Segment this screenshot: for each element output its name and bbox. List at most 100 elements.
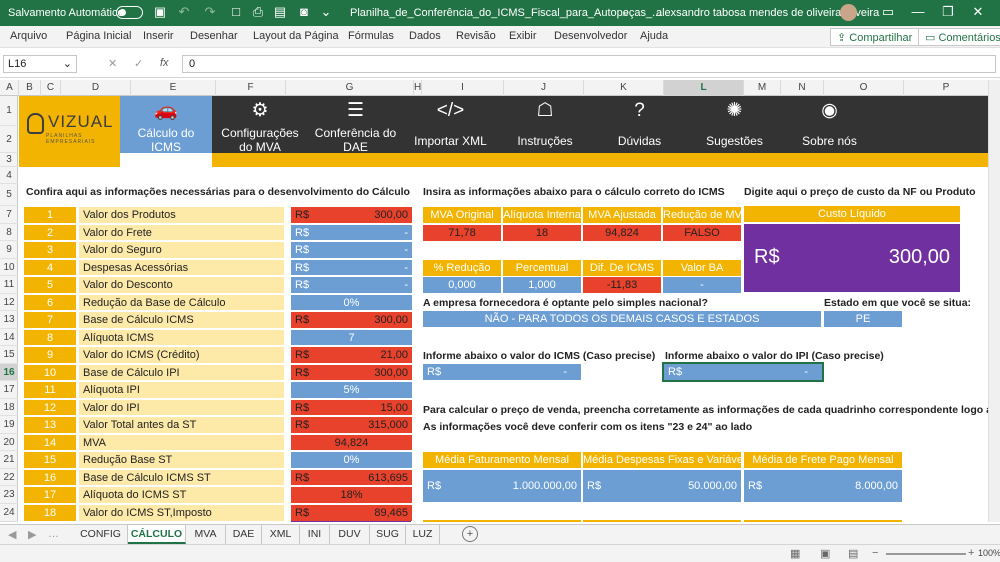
sheet-tab-dae[interactable]: DAE bbox=[226, 525, 262, 544]
row-13[interactable]: 13 bbox=[0, 311, 18, 329]
item-value-cell[interactable]: R$ - bbox=[291, 260, 412, 275]
item-value-cell[interactable]: R$ 300,00 bbox=[291, 207, 412, 223]
item-value-cell[interactable]: 0% bbox=[291, 452, 412, 468]
menu-dados[interactable]: Dados bbox=[409, 30, 441, 42]
sheet-tab-luz[interactable]: LUZ bbox=[406, 525, 440, 544]
menu-desenvolvedor[interactable]: Desenvolvedor bbox=[554, 30, 628, 42]
add-sheet-icon[interactable]: + bbox=[462, 526, 478, 542]
column-j[interactable]: J bbox=[504, 80, 584, 96]
row-23[interactable]: 23 bbox=[0, 486, 18, 504]
menu-desenhar[interactable]: Desenhar bbox=[190, 30, 238, 42]
column-g[interactable]: G bbox=[286, 80, 414, 96]
row-3[interactable]: 3 bbox=[0, 153, 18, 167]
custo-box[interactable]: R$ 300,00 bbox=[744, 224, 960, 292]
zoom-in-icon[interactable]: + bbox=[968, 547, 975, 559]
vertical-scrollbar[interactable] bbox=[988, 80, 1000, 522]
row-9[interactable]: 9 bbox=[0, 241, 18, 259]
financeiro-input[interactable]: R$ 1.000.000,00 bbox=[423, 470, 581, 502]
name-box[interactable]: L16 ⌄ bbox=[3, 55, 77, 73]
redo-icon[interactable]: ↷ bbox=[204, 4, 216, 19]
row-7[interactable]: 7 bbox=[0, 206, 18, 224]
item-value-cell[interactable]: R$ 300,00 bbox=[291, 312, 412, 328]
menu-exibir[interactable]: Exibir bbox=[509, 30, 537, 42]
nav-code-button[interactable]: </> Importar XML bbox=[403, 96, 498, 153]
sheet-tab-ini[interactable]: INI bbox=[300, 525, 330, 544]
reducao-value[interactable]: 1,000 bbox=[503, 277, 581, 293]
menu-arquivo[interactable]: Arquivo bbox=[10, 30, 48, 42]
undo-icon[interactable]: ↶ bbox=[178, 4, 190, 19]
nav-lightbulb-button[interactable]: ✺ Sugestões bbox=[687, 96, 782, 153]
nav-question-button[interactable]: ? Dúvidas bbox=[592, 96, 687, 153]
row-19[interactable]: 19 bbox=[0, 416, 18, 434]
print-icon[interactable]: ⎙ bbox=[252, 4, 264, 19]
zoom-out-icon[interactable]: − bbox=[872, 547, 879, 559]
financeiro-input[interactable]: R$ 8.000,00 bbox=[744, 470, 902, 502]
column-e[interactable]: E bbox=[131, 80, 216, 96]
nav-gear-button[interactable]: ⚙ Configurações do MVA bbox=[212, 96, 308, 154]
next-sheet-icon[interactable]: ▶ bbox=[28, 529, 37, 541]
item-value-cell[interactable]: R$ - bbox=[291, 277, 412, 293]
item-value-cell[interactable]: R$ - bbox=[291, 242, 412, 258]
item-value-cell[interactable]: 18% bbox=[291, 487, 412, 503]
normal-view-icon[interactable]: ▦ bbox=[790, 548, 801, 560]
column-i[interactable]: I bbox=[422, 80, 504, 96]
item-value-cell[interactable]: 5% bbox=[291, 382, 412, 398]
row-22[interactable]: 22 bbox=[0, 469, 18, 486]
column-m[interactable]: M bbox=[744, 80, 781, 96]
menu-layout[interactable]: Layout da Página bbox=[253, 30, 339, 42]
item-value-cell[interactable]: R$ 89,465 bbox=[291, 505, 412, 521]
column-l[interactable]: L bbox=[664, 80, 744, 96]
item-value-cell[interactable]: R$ 300,00 bbox=[291, 365, 412, 380]
new-file-icon[interactable]: □ bbox=[232, 4, 240, 19]
row-14[interactable]: 14 bbox=[0, 329, 18, 346]
nav-owl-button[interactable]: ◉ Sobre nós bbox=[782, 96, 877, 153]
item-value-cell[interactable]: R$ - bbox=[291, 225, 412, 240]
reducao-value[interactable]: - bbox=[663, 277, 741, 293]
zoom-level[interactable]: 100% bbox=[978, 548, 1000, 558]
mva-value[interactable]: 18 bbox=[503, 225, 581, 241]
row-1[interactable]: 1 bbox=[0, 96, 18, 126]
row-5[interactable]: 5 bbox=[0, 184, 18, 206]
row-11[interactable]: 11 bbox=[0, 276, 18, 294]
column-a[interactable]: A bbox=[1, 80, 19, 96]
sheet-tab-cálculo[interactable]: CÁLCULO bbox=[128, 525, 186, 544]
row-8[interactable]: 8 bbox=[0, 224, 18, 241]
item-value-cell[interactable]: 94,824 bbox=[291, 435, 412, 450]
avatar[interactable] bbox=[840, 4, 857, 21]
row-18[interactable]: 18 bbox=[0, 399, 18, 416]
spreadsheet-grid[interactable]: VIZUAL PLANILHAS EMPRESARIAIS 🚗 Cálculo d… bbox=[19, 96, 988, 522]
share-button[interactable]: ⇪ Compartilhar bbox=[830, 28, 920, 46]
column-h[interactable]: H bbox=[414, 80, 422, 96]
row-24[interactable]: 24 bbox=[0, 504, 18, 522]
row-15[interactable]: 15 bbox=[0, 346, 18, 364]
page-layout-icon[interactable]: ▣ bbox=[820, 548, 831, 560]
row-17[interactable]: 17 bbox=[0, 381, 18, 399]
nav-car-button[interactable]: 🚗 Cálculo do ICMS bbox=[120, 96, 212, 154]
sheet-tab-duv[interactable]: DUV bbox=[330, 525, 370, 544]
nav-checklist-button[interactable]: ☰ Conferência do DAE bbox=[308, 96, 403, 154]
row-16[interactable]: 16 bbox=[0, 364, 18, 381]
zoom-slider[interactable] bbox=[886, 553, 966, 555]
column-n[interactable]: N bbox=[781, 80, 824, 96]
simples-select[interactable]: NÃO - PARA TODOS OS DEMAIS CASOS E ESTAD… bbox=[423, 311, 821, 327]
row-10[interactable]: 10 bbox=[0, 259, 18, 276]
column-d[interactable]: D bbox=[61, 80, 131, 96]
formula-input[interactable]: 0 bbox=[182, 55, 996, 73]
column-k[interactable]: K bbox=[584, 80, 664, 96]
item-value-cell[interactable]: R$ 315,000 bbox=[291, 417, 412, 433]
more-sheets-icon[interactable]: … bbox=[48, 528, 59, 540]
reducao-value[interactable]: -11,83 bbox=[583, 277, 661, 293]
menu-revisao[interactable]: Revisão bbox=[456, 30, 496, 42]
sheet-tab-sug[interactable]: SUG bbox=[370, 525, 406, 544]
ribbon-display-icon[interactable]: ▭ bbox=[881, 4, 895, 19]
item-value-cell[interactable]: R$ 21,00 bbox=[291, 347, 412, 363]
item-value-cell[interactable]: R$ 613,695 bbox=[291, 470, 412, 485]
close-icon[interactable]: ✕ bbox=[972, 4, 984, 19]
customize-icon[interactable]: ⌄ bbox=[320, 4, 332, 19]
item-value-cell[interactable]: R$ 15,00 bbox=[291, 400, 412, 415]
search-icon[interactable]: ⌕ bbox=[622, 4, 630, 19]
icms-input[interactable]: R$ - bbox=[423, 364, 581, 380]
row-20[interactable]: 20 bbox=[0, 434, 18, 451]
confirm-icon[interactable]: ✓ bbox=[134, 58, 144, 70]
column-o[interactable]: O bbox=[824, 80, 904, 96]
